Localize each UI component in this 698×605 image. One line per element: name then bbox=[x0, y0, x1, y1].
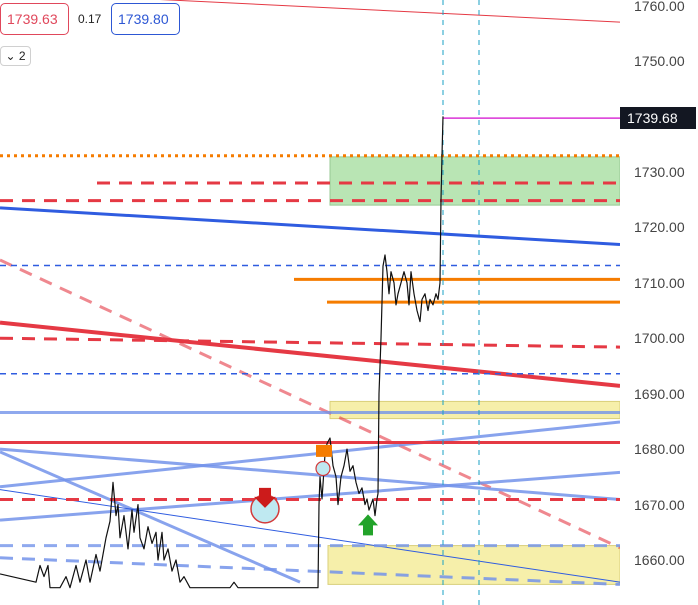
y-tick-label-4: 1710.00 bbox=[634, 274, 685, 291]
trend-line-9 bbox=[0, 489, 620, 583]
y-tick-label-5: 1700.00 bbox=[634, 330, 685, 347]
trend-line-0 bbox=[0, 206, 620, 246]
sell-arrow-icon bbox=[254, 487, 276, 508]
demand-zone-0 bbox=[329, 156, 620, 206]
trend-line-7 bbox=[0, 447, 620, 502]
collapse-button[interactable]: ⌄ 2 bbox=[0, 46, 31, 66]
price-line bbox=[0, 116, 444, 589]
trend-line-4 bbox=[0, 258, 620, 550]
y-tick-label-0: 1760.00 bbox=[634, 0, 685, 14]
trend-line-2 bbox=[0, 336, 620, 349]
y-tick-label-9: 1660.00 bbox=[634, 552, 685, 568]
trend-line-8 bbox=[0, 450, 301, 584]
price-chart[interactable] bbox=[0, 0, 620, 605]
buy-arrow-icon bbox=[358, 514, 378, 536]
alert-circle-marker bbox=[315, 460, 331, 477]
y-tick-label-3: 1720.00 bbox=[634, 219, 685, 236]
trend-line-5 bbox=[0, 420, 620, 489]
spread-value: 0.17 bbox=[78, 12, 102, 26]
last-price-label: 1739.68 bbox=[620, 107, 696, 130]
y-tick-label-7: 1680.00 bbox=[634, 441, 685, 458]
supply-zone-1 bbox=[329, 400, 620, 420]
y-tick-label-8: 1670.00 bbox=[634, 496, 685, 513]
y-tick-label-6: 1690.00 bbox=[634, 385, 685, 402]
orange-square-marker bbox=[316, 444, 332, 457]
trend-line-1 bbox=[0, 320, 620, 388]
price-axis[interactable]: 1760.00 1750.00 1730.00 1720.00 1710.00 1700.… bbox=[620, 0, 698, 605]
trend-line-3 bbox=[159, 0, 620, 23]
y-tick-label-1: 1750.00 bbox=[634, 52, 685, 69]
trend-line-6 bbox=[0, 470, 620, 522]
y-tick-label-2: 1730.00 bbox=[634, 163, 685, 180]
ask-price-button[interactable]: 1739.80 bbox=[111, 3, 180, 35]
trend-line-10 bbox=[0, 556, 620, 586]
bid-price-button[interactable]: 1739.63 bbox=[0, 3, 69, 35]
